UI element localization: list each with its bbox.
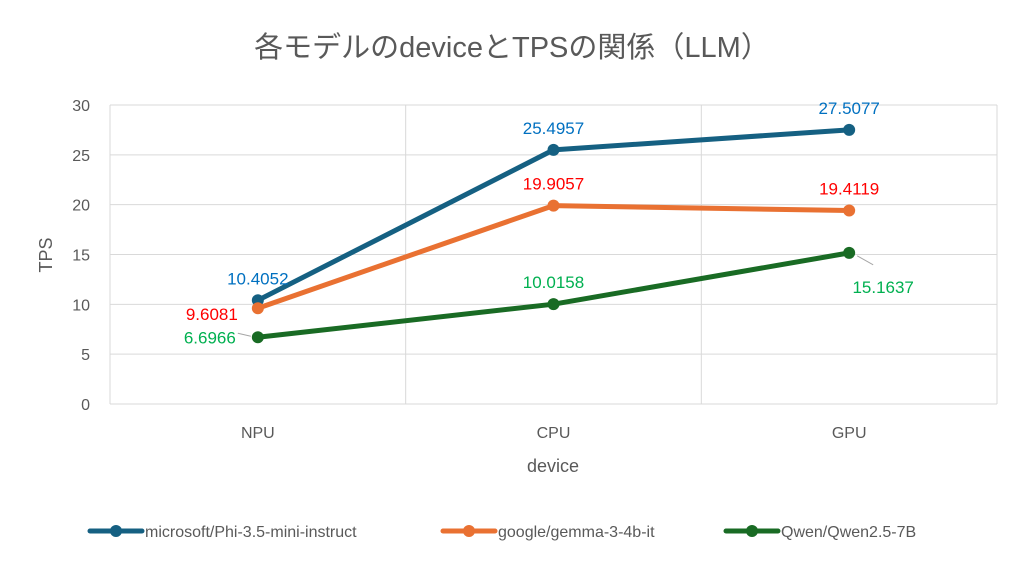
data-point [547, 143, 560, 156]
leader-line [237, 332, 251, 337]
data-point [251, 331, 264, 344]
data-point [843, 204, 856, 217]
legend-label: google/gemma-3-4b-it [498, 524, 655, 541]
data-label: 25.4957 [523, 119, 584, 138]
chart-title: 各モデルのdeviceとTPSの関係（LLM） [254, 31, 770, 64]
data-point [547, 199, 560, 212]
y-tick-label: 10 [72, 297, 90, 314]
data-label: 19.9057 [523, 175, 584, 194]
leader-line [856, 255, 874, 266]
data-label: 9.6081 [186, 305, 238, 324]
x-tick-label: CPU [537, 425, 571, 442]
y-tick-label: 15 [72, 248, 90, 265]
legend-label: Qwen/Qwen2.5-7B [781, 524, 916, 541]
series-line [255, 250, 852, 340]
x-tick-label: GPU [832, 425, 867, 442]
data-label: 10.0158 [523, 273, 584, 292]
data-point [843, 246, 856, 259]
legend-label: microsoft/Phi-3.5-mini-instruct [145, 524, 357, 541]
y-tick-label: 20 [72, 198, 90, 215]
legend: microsoft/Phi-3.5-mini-instruct google/ge… [87, 524, 916, 541]
data-label: 19.4119 [819, 180, 879, 199]
series-group [251, 123, 856, 344]
x-tick-label: NPU [241, 425, 275, 442]
y-tick-label: 0 [81, 397, 90, 414]
data-labels: 10.4052 25.4957 27.5077 9.6081 19.9057 19.411… [184, 99, 914, 347]
y-tick-label: 25 [72, 148, 90, 165]
legend-marker [746, 525, 758, 537]
legend-marker [110, 525, 122, 537]
data-label: 15.1637 [852, 278, 913, 297]
y-axis-label: TPS [36, 237, 56, 272]
data-label: 10.4052 [227, 269, 288, 288]
data-label: 27.5077 [818, 99, 879, 118]
y-tick-label: 30 [72, 98, 90, 115]
x-axis-label: device [527, 456, 579, 476]
data-point [843, 123, 856, 136]
axes: 0 5 10 15 20 25 30 NPU CPU GPU [72, 98, 866, 442]
data-point [251, 302, 264, 315]
data-point [547, 298, 560, 311]
data-label: 6.6966 [184, 328, 236, 347]
legend-marker [463, 525, 475, 537]
y-tick-label: 5 [81, 347, 90, 364]
